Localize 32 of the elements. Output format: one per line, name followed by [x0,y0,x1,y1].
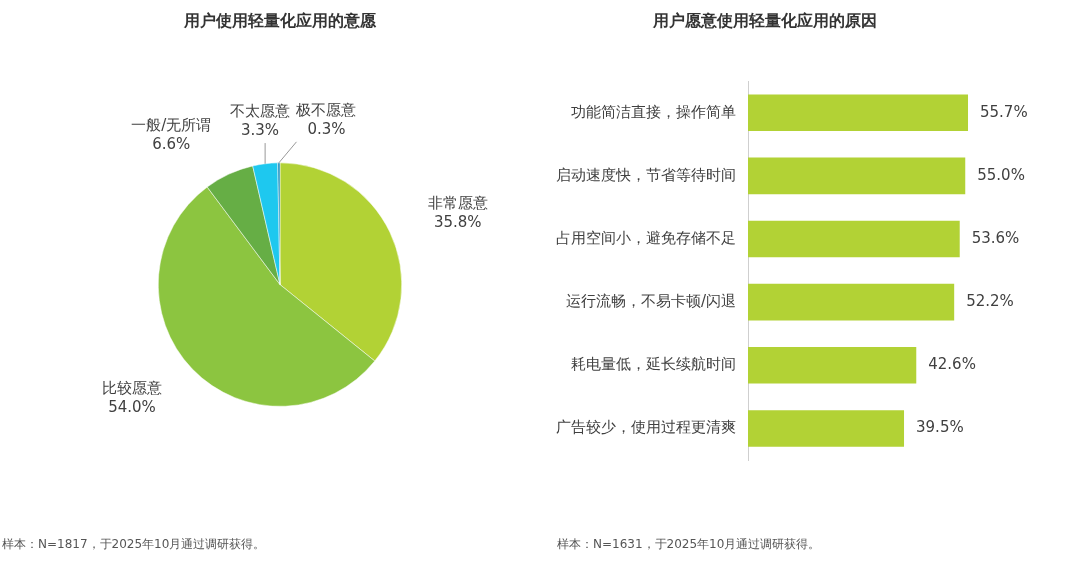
slice-label: 一般/无所谓 [131,116,212,135]
data-label: 3.3% [240,121,280,140]
y-tick-label: 功能简洁直接，操作简单 [571,102,736,121]
text: 样本：N=1817，于2025年10月通过调研获得。 [2,536,266,553]
data-label: 0.3% [307,120,346,139]
data-label: 55.0% [977,165,1025,184]
data-label: 55.7% [980,102,1028,121]
slice-label: 不太愿意 [229,102,290,121]
data-label: 42.6% [928,355,976,374]
bar [748,410,905,447]
y-tick-label: 启动速度快，节省等待时间 [556,165,736,184]
data-label: 6.6% [152,135,191,154]
data-label: 52.2% [966,292,1014,311]
data-label: 39.5% [916,418,964,437]
slice-label: 比较愿意 [102,378,163,397]
slice-label: 极不愿意 [295,101,357,120]
bar [748,283,955,321]
y-tick-label: 耗电量低，延长续航时间 [571,355,736,374]
data-label: 54.0% [108,397,156,416]
chart-title: 用户使用轻量化应用的意愿 [183,10,377,30]
bar [748,220,960,258]
slice-label: 非常愿意 [427,194,488,213]
bar [748,157,966,195]
bar [748,94,969,132]
text: 样本：N=1631，于2025年10月通过调研获得。 [557,536,821,553]
chart-title: 用户愿意使用轻量化应用的原因 [651,10,877,30]
data-label: 53.6% [971,228,1020,247]
bar [748,346,917,384]
data-label: 35.8% [433,213,482,232]
y-tick-label: 广告较少，使用过程更清爽 [556,418,736,437]
y-tick-label: 运行流畅，不易卡顿/闪退 [565,292,736,311]
y-tick-label: 占用空间小，避免存储不足 [556,228,736,247]
